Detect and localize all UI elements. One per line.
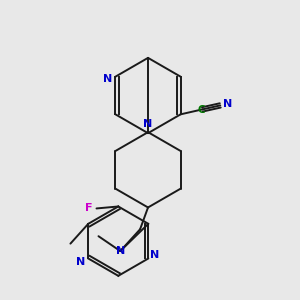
Text: N: N (150, 250, 159, 260)
Text: N: N (116, 246, 125, 256)
Text: F: F (85, 203, 92, 214)
Text: C: C (198, 105, 205, 116)
Text: N: N (103, 74, 112, 84)
Text: N: N (76, 257, 85, 267)
Text: N: N (143, 119, 153, 129)
Text: N: N (223, 99, 232, 110)
